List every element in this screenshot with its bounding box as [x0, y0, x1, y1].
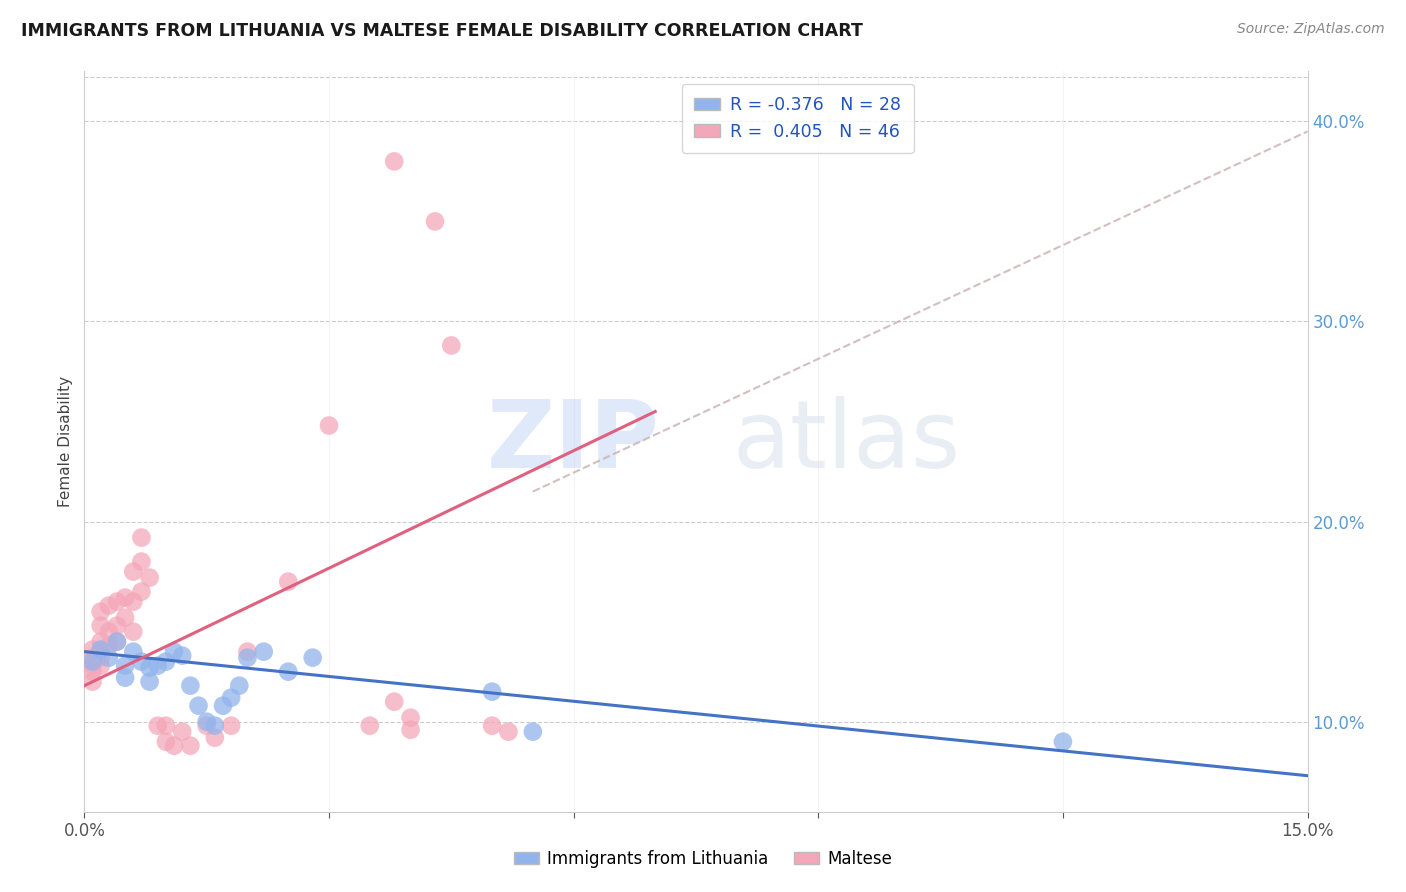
Point	[163, 739, 186, 753]
Point	[146, 719, 169, 733]
Point	[236, 650, 259, 665]
Point	[318, 418, 340, 433]
Text: Source: ZipAtlas.com: Source: ZipAtlas.com	[1237, 22, 1385, 37]
Point	[155, 734, 177, 748]
Point	[195, 719, 218, 733]
Point	[522, 724, 544, 739]
Point	[399, 723, 422, 737]
Point	[82, 642, 104, 657]
Point	[301, 650, 323, 665]
Point	[219, 719, 242, 733]
Point	[172, 724, 194, 739]
Point	[82, 658, 104, 673]
Point	[90, 642, 112, 657]
Point	[146, 658, 169, 673]
Point	[90, 605, 112, 619]
Point	[219, 690, 242, 705]
Point	[122, 645, 145, 659]
Point	[179, 679, 201, 693]
Point	[131, 531, 153, 545]
Text: atlas: atlas	[733, 395, 960, 488]
Point	[179, 739, 201, 753]
Point	[155, 655, 177, 669]
Text: IMMIGRANTS FROM LITHUANIA VS MALTESE FEMALE DISABILITY CORRELATION CHART: IMMIGRANTS FROM LITHUANIA VS MALTESE FEM…	[21, 22, 863, 40]
Point	[253, 645, 276, 659]
Point	[155, 719, 177, 733]
Point	[97, 624, 120, 639]
Point	[131, 555, 153, 569]
Point	[90, 634, 112, 648]
Legend: R = -0.376   N = 28, R =  0.405   N = 46: R = -0.376 N = 28, R = 0.405 N = 46	[682, 84, 914, 153]
Point	[82, 674, 104, 689]
Point	[195, 714, 218, 729]
Point	[114, 610, 136, 624]
Point	[359, 719, 381, 733]
Point	[114, 591, 136, 605]
Point	[399, 711, 422, 725]
Point	[187, 698, 209, 713]
Point	[498, 724, 520, 739]
Point	[82, 665, 104, 679]
Point	[105, 618, 128, 632]
Point	[97, 599, 120, 613]
Point	[97, 639, 120, 653]
Point	[90, 650, 112, 665]
Point	[481, 719, 503, 733]
Point	[82, 650, 104, 665]
Point	[138, 660, 160, 674]
Point	[163, 645, 186, 659]
Point	[204, 719, 226, 733]
Point	[105, 594, 128, 608]
Point	[172, 648, 194, 663]
Point	[122, 565, 145, 579]
Point	[1052, 734, 1074, 748]
Y-axis label: Female Disability: Female Disability	[58, 376, 73, 508]
Point	[382, 154, 405, 169]
Point	[382, 695, 405, 709]
Point	[481, 684, 503, 698]
Point	[228, 679, 250, 693]
Point	[105, 634, 128, 648]
Text: ZIP: ZIP	[486, 395, 659, 488]
Point	[138, 674, 160, 689]
Point	[138, 571, 160, 585]
Point	[105, 634, 128, 648]
Point	[212, 698, 235, 713]
Point	[82, 655, 104, 669]
Point	[122, 594, 145, 608]
Point	[423, 214, 446, 228]
Point	[114, 671, 136, 685]
Point	[277, 574, 299, 589]
Point	[204, 731, 226, 745]
Point	[97, 650, 120, 665]
Point	[90, 618, 112, 632]
Point	[131, 584, 153, 599]
Point	[440, 338, 463, 352]
Point	[277, 665, 299, 679]
Point	[90, 658, 112, 673]
Point	[114, 658, 136, 673]
Point	[122, 624, 145, 639]
Point	[131, 655, 153, 669]
Point	[236, 645, 259, 659]
Legend: Immigrants from Lithuania, Maltese: Immigrants from Lithuania, Maltese	[508, 844, 898, 875]
